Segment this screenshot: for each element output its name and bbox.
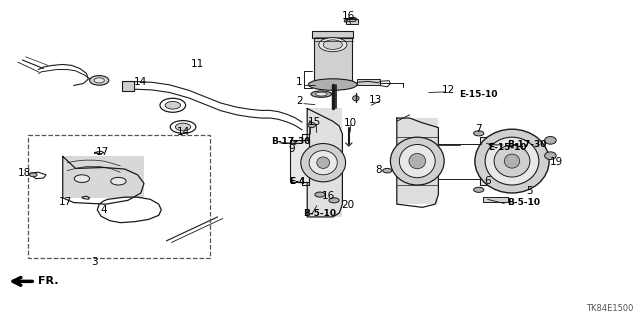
Ellipse shape — [390, 137, 444, 185]
Text: 19: 19 — [550, 157, 563, 167]
Text: 4: 4 — [100, 205, 107, 215]
Ellipse shape — [301, 144, 346, 182]
Text: 16: 16 — [322, 191, 335, 201]
Ellipse shape — [399, 145, 435, 178]
Ellipse shape — [474, 131, 484, 136]
Ellipse shape — [329, 198, 339, 203]
Text: 8: 8 — [376, 165, 382, 175]
Bar — [314, 33, 352, 83]
Text: E-15-10: E-15-10 — [460, 90, 498, 99]
Text: 12: 12 — [442, 85, 454, 95]
Ellipse shape — [90, 76, 109, 85]
Ellipse shape — [316, 92, 327, 96]
Ellipse shape — [323, 40, 342, 49]
Ellipse shape — [485, 137, 539, 185]
Ellipse shape — [545, 152, 556, 160]
Text: 15: 15 — [308, 117, 321, 127]
Text: 17: 17 — [96, 147, 109, 158]
Text: FR.: FR. — [38, 276, 59, 286]
Text: B-17-30: B-17-30 — [271, 137, 310, 146]
Bar — [28, 135, 210, 258]
Text: 7: 7 — [476, 124, 482, 134]
Ellipse shape — [409, 153, 426, 169]
Bar — [122, 81, 134, 91]
Bar — [312, 31, 353, 38]
Ellipse shape — [383, 168, 392, 173]
Text: B-5-10: B-5-10 — [507, 198, 540, 207]
Ellipse shape — [309, 151, 337, 175]
Ellipse shape — [475, 129, 549, 193]
Text: B-5-10: B-5-10 — [303, 209, 336, 218]
Ellipse shape — [111, 177, 126, 185]
Text: TK84E1500: TK84E1500 — [586, 304, 634, 313]
Ellipse shape — [29, 173, 37, 177]
Text: 2: 2 — [296, 96, 303, 107]
Ellipse shape — [344, 18, 357, 23]
Ellipse shape — [311, 91, 332, 97]
Ellipse shape — [353, 96, 359, 101]
Bar — [307, 108, 342, 217]
Text: 3: 3 — [92, 256, 98, 267]
Ellipse shape — [175, 123, 191, 131]
Bar — [483, 197, 508, 202]
Text: 9: 9 — [288, 144, 294, 154]
Ellipse shape — [494, 145, 530, 177]
Bar — [480, 137, 507, 185]
Text: 14: 14 — [134, 77, 147, 87]
Ellipse shape — [504, 154, 520, 168]
Text: 5: 5 — [527, 186, 533, 196]
Bar — [346, 19, 358, 24]
Ellipse shape — [165, 101, 180, 109]
Text: 18: 18 — [18, 168, 31, 178]
Bar — [290, 140, 309, 182]
Text: 1: 1 — [296, 77, 303, 87]
Text: 10: 10 — [344, 118, 357, 128]
Ellipse shape — [94, 78, 104, 83]
Text: 13: 13 — [369, 94, 381, 105]
Ellipse shape — [74, 175, 90, 182]
Text: 6: 6 — [484, 176, 491, 186]
Ellipse shape — [308, 79, 357, 90]
Text: E-4: E-4 — [289, 177, 305, 186]
Bar — [397, 118, 438, 204]
Text: 14: 14 — [177, 127, 190, 137]
Ellipse shape — [315, 192, 325, 197]
Ellipse shape — [319, 38, 347, 52]
Ellipse shape — [308, 122, 316, 128]
Bar — [357, 79, 380, 85]
Ellipse shape — [545, 137, 556, 144]
Text: 16: 16 — [342, 11, 355, 21]
Text: 17: 17 — [59, 197, 72, 207]
Ellipse shape — [474, 187, 484, 192]
Text: 11: 11 — [191, 59, 204, 70]
Text: 20: 20 — [341, 200, 354, 210]
Text: B-17-30: B-17-30 — [507, 140, 547, 149]
Bar — [63, 156, 144, 198]
Text: E-15-10: E-15-10 — [488, 143, 526, 152]
Ellipse shape — [317, 157, 330, 168]
